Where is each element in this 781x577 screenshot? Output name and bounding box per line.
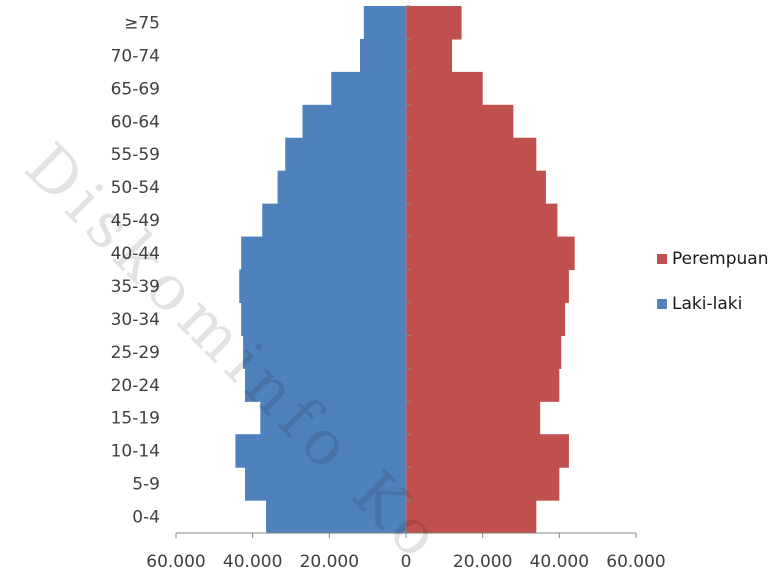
y-tick-label: 25-29 [111, 343, 160, 363]
bar-perempuan-45-49 [406, 203, 558, 238]
bar-laki-laki-10-14 [235, 434, 406, 468]
bar-perempuan-70-74 [406, 38, 452, 73]
y-tick-label: 45-49 [111, 211, 160, 231]
y-tick-label: 60-64 [111, 112, 160, 132]
bar-perempuan-40-44 [406, 236, 575, 271]
bar-perempuan-25-29 [406, 335, 562, 369]
bar-laki-laki-≥75 [363, 6, 406, 40]
y-tick-label: ≥75 [124, 13, 160, 33]
bar-perempuan-0-4 [406, 500, 537, 534]
legend: Perempuan Laki-laki [657, 249, 769, 314]
x-tick-label: 60.000 [146, 552, 205, 572]
bar-laki-laki-40-44 [241, 236, 406, 271]
y-tick-label: 0-4 [132, 508, 160, 528]
bar-laki-laki-20-24 [245, 368, 406, 402]
bar-perempuan-20-24 [406, 368, 560, 402]
axes-group [175, 5, 637, 538]
legend-label-perempuan: Perempuan [672, 249, 769, 269]
bar-perempuan-≥75 [406, 6, 462, 40]
legend-swatch-laki-laki [657, 299, 667, 309]
bar-perempuan-35-39 [406, 269, 569, 304]
bar-perempuan-15-19 [406, 401, 541, 435]
bar-laki-laki-60-64 [302, 104, 406, 139]
bar-perempuan-10-14 [406, 434, 569, 468]
bar-laki-laki-55-59 [285, 137, 406, 172]
bar-laki-laki-25-29 [243, 335, 406, 369]
bar-laki-laki-45-49 [262, 203, 406, 238]
x-tick-labels: 60.000 40.000 20.000 0 20.000 40.000 60.000 [146, 552, 665, 572]
bar-laki-laki-15-19 [260, 401, 406, 435]
y-tick-label: 70-74 [111, 46, 160, 66]
x-tick-label: 0 [401, 552, 412, 572]
y-tick-label: 35-39 [111, 277, 160, 297]
y-tick-label: 50-54 [111, 178, 160, 198]
y-tick-label: 20-24 [111, 376, 160, 396]
y-tick-label: 40-44 [111, 244, 160, 264]
x-tick-label: 60.000 [606, 552, 665, 572]
bar-perempuan-5-9 [406, 467, 560, 501]
x-tick-label: 20.000 [453, 552, 512, 572]
y-tick-label: 65-69 [111, 79, 160, 99]
legend-swatch-perempuan [657, 254, 667, 264]
y-tick-label: 55-59 [111, 145, 160, 165]
y-tick-label: 5-9 [132, 475, 160, 495]
bar-perempuan-65-69 [406, 71, 483, 106]
bar-perempuan-30-34 [406, 302, 566, 336]
bar-perempuan-50-54 [406, 170, 546, 205]
bar-perempuan-55-59 [406, 137, 537, 172]
y-tick-label: 30-34 [111, 310, 160, 330]
bars-group [235, 6, 575, 534]
x-tick-label: 40.000 [223, 552, 282, 572]
bar-laki-laki-35-39 [239, 269, 406, 304]
x-tick-label: 20.000 [300, 552, 359, 572]
bar-laki-laki-0-4 [266, 500, 406, 534]
y-tick-label: 15-19 [111, 409, 160, 429]
bar-laki-laki-5-9 [245, 467, 406, 501]
legend-label-laki-laki: Laki-laki [672, 294, 742, 314]
bar-laki-laki-65-69 [331, 71, 406, 106]
bar-perempuan-60-64 [406, 104, 514, 139]
bar-laki-laki-50-54 [277, 170, 406, 205]
y-tick-labels: 0-4 5-9 10-14 15-19 20-24 25-29 30-34 35-39 40-4… [111, 13, 160, 527]
x-tick-label: 40.000 [530, 552, 589, 572]
bar-laki-laki-30-34 [241, 302, 406, 336]
bar-laki-laki-70-74 [360, 38, 406, 73]
y-tick-label: 10-14 [111, 442, 160, 462]
